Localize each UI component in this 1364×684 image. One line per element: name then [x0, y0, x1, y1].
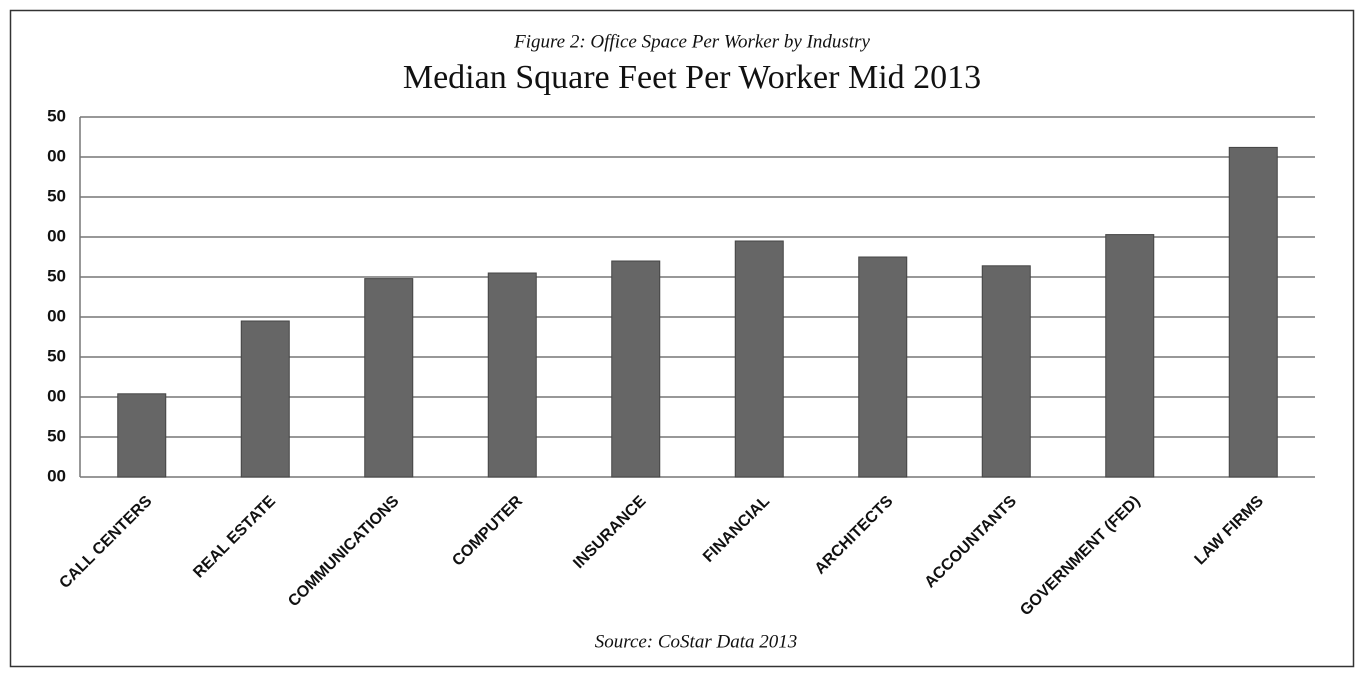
y-tick-label: 00 — [47, 146, 66, 165]
bar — [858, 256, 908, 478]
x-tick-label: FINANCIAL — [700, 493, 773, 566]
bar — [981, 265, 1031, 478]
y-tick-label: 00 — [47, 466, 66, 485]
y-tick-label: 50 — [47, 266, 66, 285]
x-tick-label: LAW FIRMS — [1192, 493, 1268, 569]
x-tick-label: ACCOUNTANTS — [922, 493, 1021, 592]
bar — [487, 272, 537, 478]
bar — [734, 240, 784, 478]
y-tick-label: 50 — [47, 346, 66, 365]
x-tick-label: COMMUNICATIONS — [285, 493, 403, 611]
bar — [117, 393, 167, 478]
source-note: Source: CoStar Data 2013 — [595, 631, 797, 652]
frame — [9, 9, 1355, 668]
x-tick-label: INSURANCE — [570, 493, 650, 573]
x-tick-label: ARCHITECTS — [812, 493, 897, 578]
x-tick-label: GOVERNMENT (FED) — [1017, 493, 1143, 619]
y-tick-label: 50 — [47, 106, 66, 125]
bar — [1228, 146, 1278, 478]
y-tick-label: 00 — [47, 226, 66, 245]
x-tick-label: REAL ESTATE — [190, 493, 279, 582]
bar — [1105, 234, 1155, 478]
bar — [364, 278, 414, 478]
y-tick-label: 50 — [47, 186, 66, 205]
y-tick-label: 00 — [47, 306, 66, 325]
bar — [611, 260, 661, 478]
y-tick-label: 50 — [47, 426, 66, 445]
y-tick-label: 00 — [47, 386, 66, 405]
bar — [240, 320, 290, 478]
chart-title: Median Square Feet Per Worker Mid 2013 — [403, 59, 981, 96]
x-tick-label: COMPUTER — [449, 492, 526, 569]
chart-subtitle: Figure 2: Office Space Per Worker by Ind… — [513, 31, 870, 52]
x-tick-label: CALL CENTERS — [56, 493, 155, 592]
